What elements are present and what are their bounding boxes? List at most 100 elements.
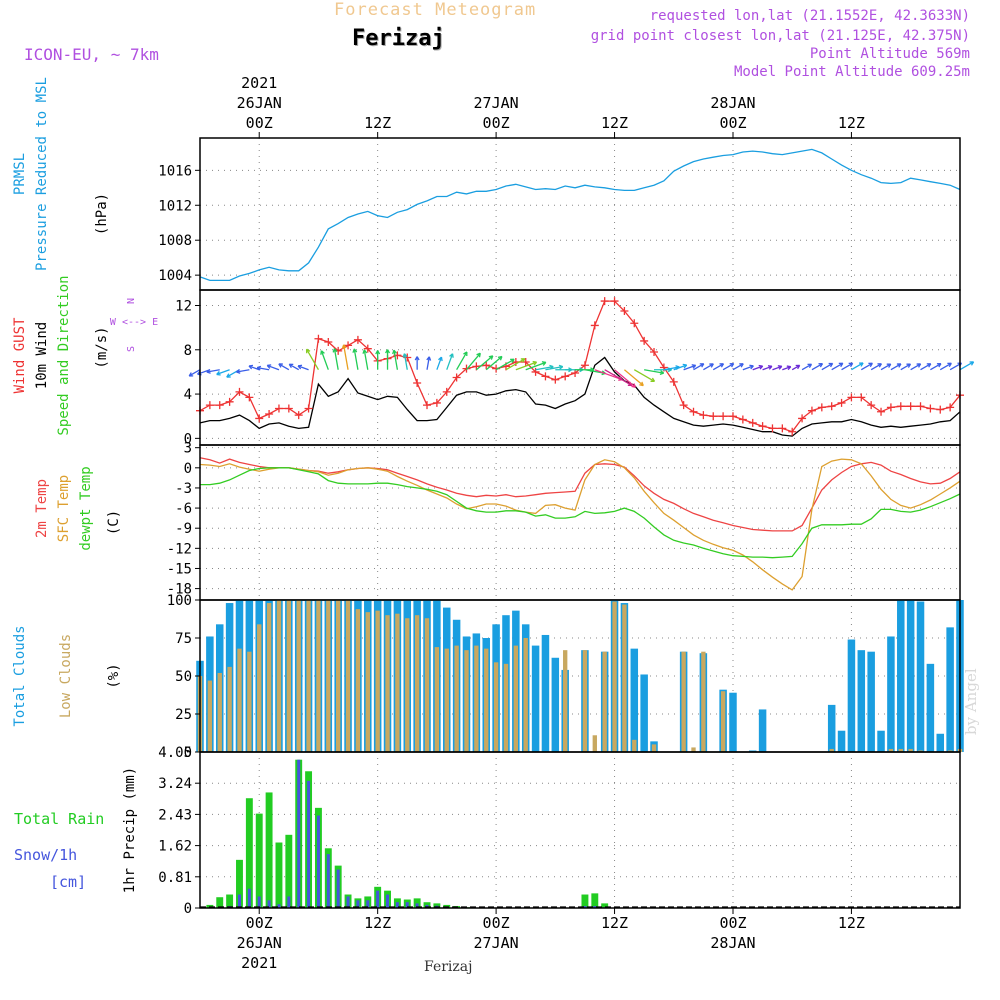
wind-arrow	[545, 366, 563, 371]
rain-bar	[216, 897, 224, 908]
bottom-time-label: 00Z	[483, 914, 510, 932]
y-tick-label: 12	[175, 299, 192, 315]
wind-arrow-head	[739, 363, 744, 368]
y-tick-label: 0.81	[158, 870, 192, 886]
low-cloud-bar	[720, 691, 726, 752]
wind-arrow-head	[828, 362, 834, 368]
gridpoint-coords: grid point closest lon,lat (21.125E, 42.…	[590, 28, 970, 44]
y-tick-label: -18	[167, 582, 192, 598]
gust-marker	[689, 407, 698, 416]
wind-arrow-head	[248, 364, 254, 370]
gust-marker	[946, 403, 955, 412]
bottom-time-label: 27JAN	[474, 934, 519, 952]
wind-arrow	[623, 369, 644, 387]
gust-marker	[353, 335, 362, 344]
y-tick-label: -3	[175, 481, 192, 497]
top-time-label: 12Z	[364, 114, 391, 132]
gust-marker	[758, 422, 767, 431]
top-time-label: 26JAN	[237, 94, 282, 112]
wind-arrow-head	[868, 362, 873, 368]
wind-arrow	[870, 363, 882, 371]
wind-arrow	[890, 363, 902, 371]
low-cloud-bar	[523, 638, 528, 752]
rain-bar	[275, 842, 283, 908]
y-tick-label: 1012	[158, 198, 192, 214]
low-cloud-bar	[513, 645, 519, 752]
wind-arrow-head	[532, 360, 538, 366]
gust-marker	[906, 402, 915, 411]
wind-arrow-head	[305, 348, 311, 354]
wind-arrow	[633, 369, 655, 382]
wind-arrow-head	[226, 373, 231, 378]
low-cloud-bar	[405, 618, 410, 752]
y-tick-label: 1008	[158, 233, 192, 249]
panel-label: SFC Temp	[56, 475, 72, 542]
wind-arrow-head	[659, 370, 665, 376]
compass-n: N	[126, 298, 137, 304]
panel-unit: (hPa)	[94, 193, 110, 235]
wind-arrow	[811, 363, 823, 371]
y-tick-label: -6	[175, 501, 192, 517]
gust-marker	[719, 412, 728, 421]
wind-arrow	[216, 369, 230, 376]
total-cloud-bar	[916, 601, 925, 752]
wind-arrow-head	[906, 363, 912, 368]
gust-marker	[600, 297, 609, 306]
wind-arrow-head	[375, 350, 381, 355]
low-cloud-bar	[326, 600, 331, 752]
low-cloud-bar	[484, 648, 489, 752]
snow-bar	[356, 900, 360, 908]
snow-bar	[297, 759, 301, 908]
wind-arrow-head	[631, 383, 636, 388]
wind-arrow-head	[497, 355, 503, 361]
gust-marker	[265, 410, 274, 418]
low-cloud-bar	[385, 615, 390, 752]
bottom-time-label: 2021	[241, 954, 277, 972]
y-tick-label: 100	[167, 593, 192, 609]
wind-arrow-head	[729, 362, 735, 368]
snow-bar	[415, 903, 419, 908]
total-cloud-bar	[897, 600, 905, 752]
wind-arrow	[426, 356, 430, 370]
snow-bar	[336, 869, 340, 908]
wind-arrow	[703, 363, 714, 371]
bottom-time-label: 28JAN	[710, 934, 755, 952]
wind-arrow	[762, 365, 773, 371]
wind-arrow-head	[352, 348, 358, 353]
gust-marker	[482, 361, 491, 370]
panel-label: PRMSL	[12, 153, 28, 195]
total-cloud-bar	[551, 657, 560, 752]
wind-arrow	[722, 363, 734, 371]
wind-arrow-head	[786, 365, 792, 371]
total-cloud-bar	[827, 704, 836, 752]
gust-marker	[699, 411, 708, 420]
gust-marker	[452, 373, 461, 382]
gust-marker	[294, 411, 303, 420]
panel-frame	[199, 137, 961, 291]
wind-arrow-head	[510, 358, 515, 364]
wind-arrow	[644, 369, 664, 374]
snow-bar	[257, 896, 261, 908]
wind-arrow	[791, 364, 801, 371]
wind-arrow	[267, 364, 280, 371]
snow-bar	[247, 888, 251, 908]
top-time-label: 12Z	[838, 114, 865, 132]
low-cloud-bar	[286, 600, 292, 752]
y-tick-label: 50	[175, 669, 192, 685]
wind-arrow-head	[767, 365, 773, 370]
wind-arrow-head	[216, 370, 221, 376]
wind-arrow	[465, 352, 481, 371]
dewpoint-line	[200, 467, 961, 559]
total-cloud-bar	[758, 709, 767, 752]
wind-arrow	[248, 365, 260, 371]
low-cloud-bar	[227, 666, 232, 752]
y-tick-label: 4.05	[158, 745, 192, 761]
gust-marker	[728, 412, 737, 421]
gust-marker	[650, 348, 659, 356]
wind-arrow	[663, 366, 680, 371]
wind-arrow-head	[362, 349, 368, 354]
top-time-label: 27JAN	[474, 94, 519, 112]
y-tick-label: 0	[184, 901, 192, 917]
wind-arrow	[693, 363, 705, 371]
wind-arrow	[257, 366, 270, 371]
